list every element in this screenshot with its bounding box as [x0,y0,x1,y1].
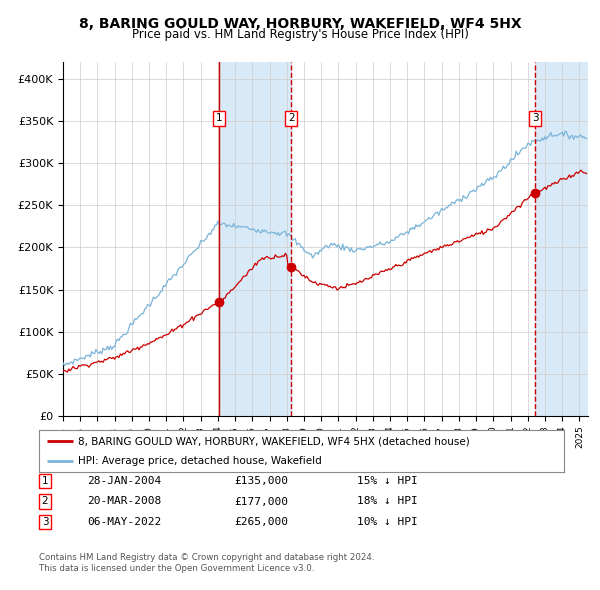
Text: 10% ↓ HPI: 10% ↓ HPI [357,517,418,527]
Text: 18% ↓ HPI: 18% ↓ HPI [357,497,418,506]
Text: 06-MAY-2022: 06-MAY-2022 [87,517,161,527]
Text: This data is licensed under the Open Government Licence v3.0.: This data is licensed under the Open Gov… [39,565,314,573]
Text: 20-MAR-2008: 20-MAR-2008 [87,497,161,506]
Text: 3: 3 [41,517,49,527]
Text: 2: 2 [41,497,49,506]
Text: 28-JAN-2004: 28-JAN-2004 [87,476,161,486]
Text: 8, BARING GOULD WAY, HORBURY, WAKEFIELD, WF4 5HX: 8, BARING GOULD WAY, HORBURY, WAKEFIELD,… [79,17,521,31]
Text: 1: 1 [216,113,223,123]
Bar [535,62,588,416]
Text: £265,000: £265,000 [234,517,288,527]
Text: Price paid vs. HM Land Registry's House Price Index (HPI): Price paid vs. HM Land Registry's House … [131,28,469,41]
Text: HPI: Average price, detached house, Wakefield: HPI: Average price, detached house, Wake… [79,457,322,466]
Text: 3: 3 [532,113,538,123]
Text: 8, BARING GOULD WAY, HORBURY, WAKEFIELD, WF4 5HX (detached house): 8, BARING GOULD WAY, HORBURY, WAKEFIELD,… [79,437,470,447]
Text: 1: 1 [41,476,49,486]
Text: 2: 2 [288,113,295,123]
Text: Contains HM Land Registry data © Crown copyright and database right 2024.: Contains HM Land Registry data © Crown c… [39,553,374,562]
Text: £135,000: £135,000 [234,476,288,486]
Text: £177,000: £177,000 [234,497,288,506]
Bar [219,62,291,416]
Text: 15% ↓ HPI: 15% ↓ HPI [357,476,418,486]
